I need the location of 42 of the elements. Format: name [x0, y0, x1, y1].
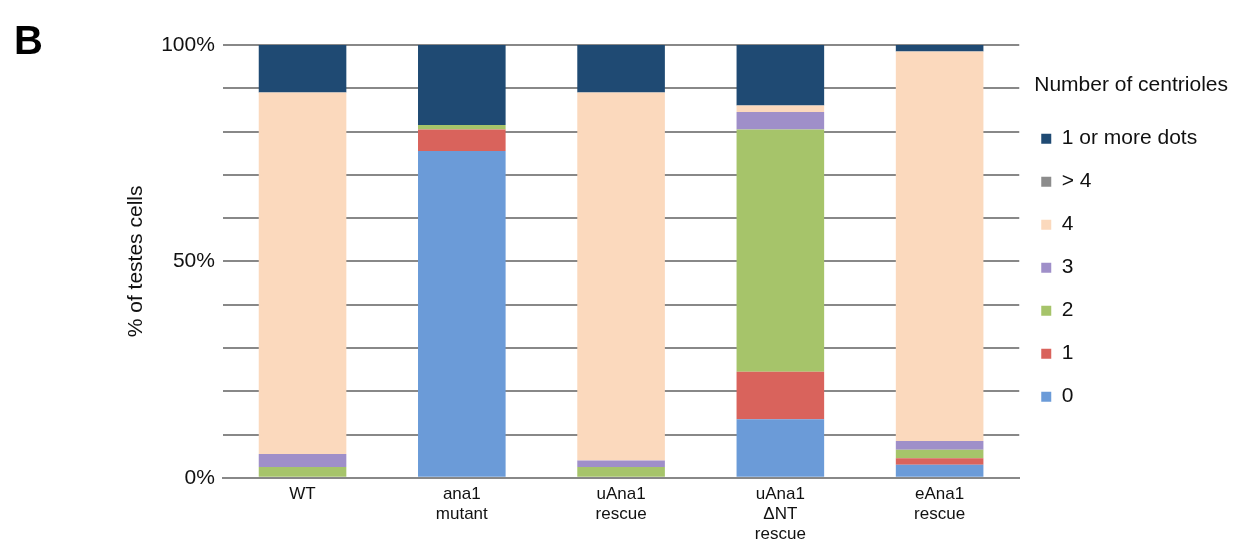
- bar: [418, 151, 506, 477]
- x-tick-label: uAna1 rescue: [595, 483, 647, 524]
- bar: [895, 51, 984, 442]
- bar: [895, 449, 984, 459]
- bar: [577, 466, 665, 477]
- text: B: [14, 18, 43, 63]
- bar: [418, 129, 506, 152]
- bar: [577, 460, 665, 467]
- bar: [736, 129, 825, 372]
- bar: [895, 458, 984, 465]
- y-tick-label: 100%: [161, 31, 215, 55]
- y-tick-label: 50%: [172, 248, 215, 272]
- legend-label: 4: [1061, 211, 1074, 235]
- x-tick-label: ana1 mutant: [435, 483, 489, 524]
- legend-label: 3: [1061, 254, 1074, 278]
- bar: [258, 92, 347, 454]
- bar: [418, 125, 506, 130]
- x-tick-label: eAna1 rescue: [914, 483, 966, 524]
- legend-label: 1 or more dots: [1061, 125, 1198, 149]
- bar: [577, 45, 665, 93]
- bar: [577, 92, 665, 461]
- bar: [736, 45, 825, 106]
- legend-label: > 4: [1061, 168, 1092, 192]
- bar: [258, 454, 347, 467]
- bar: [895, 45, 984, 52]
- legend-label: 2: [1061, 297, 1074, 321]
- bar: [736, 371, 825, 420]
- legend-label: 1: [1061, 340, 1074, 364]
- legend-label: 0: [1061, 383, 1074, 407]
- bar: [418, 45, 506, 126]
- bar: [736, 112, 825, 130]
- x-tick-label: WT: [289, 483, 316, 503]
- bar: [258, 466, 347, 477]
- bar: [736, 105, 825, 113]
- bar: [258, 45, 347, 93]
- bar: [895, 464, 984, 477]
- bar: [895, 441, 984, 450]
- legend-title: Number of centrioles: [1034, 72, 1228, 96]
- y-axis-title: % of testes cells: [123, 185, 147, 338]
- bar: [736, 419, 825, 477]
- y-tick-label: 0%: [184, 464, 215, 488]
- x-tick-label: uAna1 ΔNT rescue: [754, 483, 806, 544]
